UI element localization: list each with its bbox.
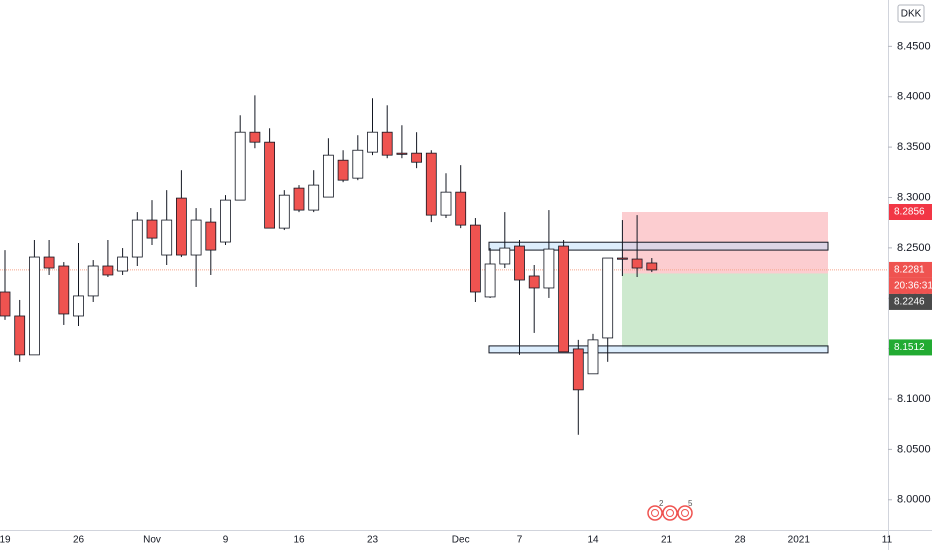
candle-body <box>234 131 246 201</box>
y-tick-label: 8.3000 <box>897 191 931 203</box>
entry-label-bg <box>889 293 932 310</box>
candle-body <box>499 247 511 265</box>
candle-body <box>381 131 393 156</box>
candle-body <box>440 191 452 216</box>
target-label-bg <box>889 339 932 356</box>
candle-body <box>175 197 187 256</box>
candle-body <box>0 291 11 317</box>
x-tick-label: 11 <box>882 535 893 546</box>
candle-body <box>558 245 569 353</box>
candle-body <box>411 152 423 163</box>
event-inner <box>666 509 674 517</box>
candle-body <box>528 275 540 289</box>
x-tick-label: 9 <box>223 535 229 546</box>
target-label: 8.1512 <box>894 342 925 353</box>
zone <box>488 241 829 251</box>
candle-body <box>43 256 55 269</box>
candle-body <box>352 149 364 179</box>
y-tick-label: 8.0000 <box>897 494 931 506</box>
candle-body <box>572 348 584 391</box>
candle-body <box>396 152 408 155</box>
candle-body <box>308 184 320 211</box>
candle-body <box>58 265 70 315</box>
candle-body <box>249 131 261 143</box>
candle-body <box>205 221 217 251</box>
last-price-label: 8.2281 <box>894 265 925 276</box>
x-tick-label: Dec <box>452 535 470 546</box>
candle-body <box>469 224 481 293</box>
event-icon[interactable] <box>662 505 678 521</box>
y-tick-label: 8.4000 <box>897 91 931 103</box>
zone <box>488 345 829 354</box>
stop-label: 8.2856 <box>894 207 925 218</box>
x-tick-label: 19 <box>0 535 11 546</box>
candle-body <box>543 248 555 289</box>
event-circle <box>677 505 693 521</box>
currency-box[interactable] <box>897 4 925 23</box>
entry-label: 8.2246 <box>894 297 925 308</box>
candle-body <box>278 194 290 229</box>
candle-body <box>146 219 158 239</box>
y-tick-label: 8.1000 <box>897 393 931 405</box>
y-tick-label: 8.4500 <box>897 40 931 52</box>
candle-body <box>646 262 658 271</box>
candle-body <box>367 131 378 153</box>
x-tick-label: 7 <box>517 535 523 546</box>
candle-body <box>190 219 202 256</box>
candle-body <box>87 265 99 297</box>
candle-body <box>484 263 496 298</box>
x-tick-label: 2021 <box>788 535 811 546</box>
x-tick-label: 23 <box>367 535 379 546</box>
countdown-bg <box>889 277 932 294</box>
candle-body <box>631 258 643 269</box>
event-inner <box>651 509 659 517</box>
candle-body <box>117 256 128 272</box>
event-circle <box>647 505 663 521</box>
candle-body <box>14 315 26 356</box>
event-icon[interactable] <box>647 505 663 521</box>
candle-body <box>264 141 276 229</box>
x-tick-label: 16 <box>293 535 305 546</box>
y-tick-label: 8.0500 <box>897 443 931 455</box>
target-zone <box>622 273 828 348</box>
candle-body <box>322 154 334 198</box>
y-tick-label: 8.3500 <box>897 141 931 153</box>
candle-body <box>131 219 143 258</box>
countdown: 20:36:31 <box>894 281 932 292</box>
candle-body <box>617 257 628 260</box>
candle-body <box>293 187 305 211</box>
last-price-label-bg <box>889 261 932 278</box>
x-tick-label: 14 <box>587 535 599 546</box>
candle-body <box>337 159 349 181</box>
candle-body <box>220 199 231 243</box>
y-tick-label: 8.2500 <box>897 242 931 254</box>
candle-body <box>102 265 114 276</box>
event-inner <box>681 509 689 517</box>
x-tick-label: 28 <box>734 535 746 546</box>
stop-label-bg <box>889 204 932 220</box>
event-count: 5 <box>688 499 693 508</box>
candle-body <box>514 245 525 281</box>
candle-body <box>161 219 173 256</box>
event-count: 2 <box>659 499 664 508</box>
candle-body <box>73 295 84 317</box>
x-tick-label: Nov <box>143 535 161 546</box>
candle-body <box>455 191 467 226</box>
candle-body <box>28 256 40 356</box>
currency: DKK <box>901 9 922 20</box>
x-tick-label: 26 <box>73 535 85 546</box>
candle-body <box>602 257 614 339</box>
x-tick-label: 21 <box>661 535 673 546</box>
candle-body <box>587 339 599 375</box>
event-icon[interactable] <box>677 505 693 521</box>
candle-body <box>425 152 437 216</box>
event-circle <box>662 505 678 521</box>
